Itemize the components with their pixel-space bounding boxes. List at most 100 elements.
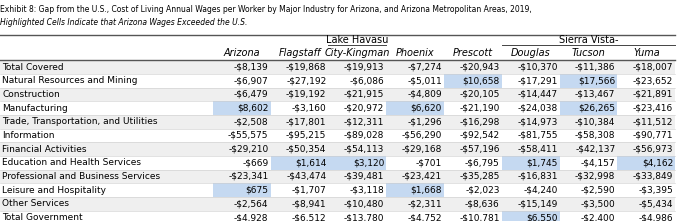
Text: Trade, Transportation, and Utilities: Trade, Transportation, and Utilities — [2, 117, 158, 126]
Text: -$39,481: -$39,481 — [344, 172, 384, 181]
Text: -$13,467: -$13,467 — [575, 90, 615, 99]
Text: Highlighted Cells Indicate that Arizona Wages Exceeded the U.S.: Highlighted Cells Indicate that Arizona … — [0, 18, 248, 27]
Text: -$4,809: -$4,809 — [407, 90, 442, 99]
Text: Flagstaff: Flagstaff — [278, 48, 320, 58]
Bar — [0, 101, 675, 115]
Text: $4,162: $4,162 — [642, 158, 673, 167]
Text: -$3,395: -$3,395 — [639, 186, 673, 195]
Text: -$3,118: -$3,118 — [350, 186, 384, 195]
Text: -$21,190: -$21,190 — [460, 104, 500, 112]
Text: -$6,086: -$6,086 — [350, 76, 384, 85]
Text: -$6,907: -$6,907 — [234, 76, 269, 85]
Text: -$20,105: -$20,105 — [460, 90, 500, 99]
Text: Arizona: Arizona — [223, 48, 260, 58]
Text: -$42,137: -$42,137 — [575, 145, 615, 154]
Text: $675: $675 — [245, 186, 269, 195]
Text: $10,658: $10,658 — [462, 76, 500, 85]
Bar — [0, 197, 675, 211]
Text: -$90,771: -$90,771 — [632, 131, 673, 140]
Text: -$4,752: -$4,752 — [407, 213, 442, 221]
Text: $1,745: $1,745 — [526, 158, 558, 167]
Text: $3,120: $3,120 — [353, 158, 384, 167]
Text: -$89,028: -$89,028 — [344, 131, 384, 140]
Bar — [0, 88, 675, 101]
Bar — [0, 211, 675, 221]
Text: -$56,973: -$56,973 — [632, 145, 673, 154]
Text: -$2,564: -$2,564 — [234, 199, 269, 208]
Text: -$10,384: -$10,384 — [575, 117, 615, 126]
Text: -$19,868: -$19,868 — [286, 63, 326, 72]
Text: -$10,480: -$10,480 — [344, 199, 384, 208]
Text: -$669: -$669 — [242, 158, 269, 167]
Bar — [0, 170, 675, 183]
Bar — [386, 101, 444, 115]
Text: -$12,311: -$12,311 — [344, 117, 384, 126]
Text: Education and Health Services: Education and Health Services — [2, 158, 141, 167]
Text: -$4,986: -$4,986 — [639, 213, 673, 221]
Text: -$4,240: -$4,240 — [523, 186, 558, 195]
Bar — [560, 74, 617, 88]
Text: -$20,972: -$20,972 — [344, 104, 384, 112]
Text: Prescott: Prescott — [453, 48, 493, 58]
Text: Information: Information — [2, 131, 54, 140]
Bar — [271, 156, 328, 170]
Bar — [386, 183, 444, 197]
Text: -$54,113: -$54,113 — [344, 145, 384, 154]
Text: Exhibit 8: Gap from the U.S., Cost of Living Annual Wages per Worker by Major In: Exhibit 8: Gap from the U.S., Cost of Li… — [0, 5, 532, 14]
Text: -$1,296: -$1,296 — [407, 117, 442, 126]
Text: -$2,311: -$2,311 — [407, 199, 442, 208]
Text: -$1,707: -$1,707 — [292, 186, 326, 195]
Text: -$5,011: -$5,011 — [407, 76, 442, 85]
Text: -$10,370: -$10,370 — [517, 63, 558, 72]
Text: -$10,781: -$10,781 — [459, 213, 500, 221]
Text: -$33,849: -$33,849 — [633, 172, 673, 181]
Text: -$95,215: -$95,215 — [286, 131, 326, 140]
Text: $1,668: $1,668 — [411, 186, 442, 195]
Text: Financial Activities: Financial Activities — [2, 145, 86, 154]
Text: -$35,285: -$35,285 — [460, 172, 500, 181]
Text: $1,614: $1,614 — [295, 158, 326, 167]
Bar — [0, 60, 675, 74]
Text: -$50,354: -$50,354 — [286, 145, 326, 154]
Text: Yuma: Yuma — [633, 48, 660, 58]
Text: Other Services: Other Services — [2, 199, 69, 208]
Text: -$21,915: -$21,915 — [344, 90, 384, 99]
Text: $8,602: $8,602 — [237, 104, 269, 112]
Text: City-Kingman: City-Kingman — [324, 48, 390, 58]
Text: -$16,298: -$16,298 — [460, 117, 500, 126]
Text: Leisure and Hospitality: Leisure and Hospitality — [2, 186, 106, 195]
Text: -$15,149: -$15,149 — [517, 199, 558, 208]
Text: -$19,192: -$19,192 — [286, 90, 326, 99]
Text: -$6,479: -$6,479 — [234, 90, 269, 99]
Text: -$23,652: -$23,652 — [633, 76, 673, 85]
Bar — [502, 156, 560, 170]
Text: Manufacturing: Manufacturing — [2, 104, 68, 112]
Bar — [502, 211, 560, 221]
Text: -$24,038: -$24,038 — [517, 104, 558, 112]
Text: Phoenix: Phoenix — [396, 48, 435, 58]
Text: -$92,542: -$92,542 — [460, 131, 500, 140]
Text: -$81,755: -$81,755 — [517, 131, 558, 140]
Bar — [0, 142, 675, 156]
Text: -$7,274: -$7,274 — [407, 63, 442, 72]
Text: -$2,508: -$2,508 — [234, 117, 269, 126]
Text: -$58,411: -$58,411 — [517, 145, 558, 154]
Text: -$16,831: -$16,831 — [517, 172, 558, 181]
Text: -$27,192: -$27,192 — [286, 76, 326, 85]
Text: -$14,973: -$14,973 — [517, 117, 558, 126]
Text: Douglas: Douglas — [511, 48, 551, 58]
Text: -$57,196: -$57,196 — [459, 145, 500, 154]
Text: -$8,139: -$8,139 — [234, 63, 269, 72]
Text: -$11,512: -$11,512 — [633, 117, 673, 126]
Bar — [0, 115, 675, 129]
Text: -$17,801: -$17,801 — [286, 117, 326, 126]
Text: Total Covered: Total Covered — [2, 63, 64, 72]
Text: -$2,590: -$2,590 — [581, 186, 615, 195]
Text: $6,550: $6,550 — [526, 213, 558, 221]
Text: -$11,386: -$11,386 — [575, 63, 615, 72]
Text: -$32,998: -$32,998 — [575, 172, 615, 181]
Text: -$8,941: -$8,941 — [292, 199, 326, 208]
Text: Sierra Vista-: Sierra Vista- — [559, 35, 618, 45]
Bar — [444, 74, 502, 88]
Bar — [0, 183, 675, 197]
